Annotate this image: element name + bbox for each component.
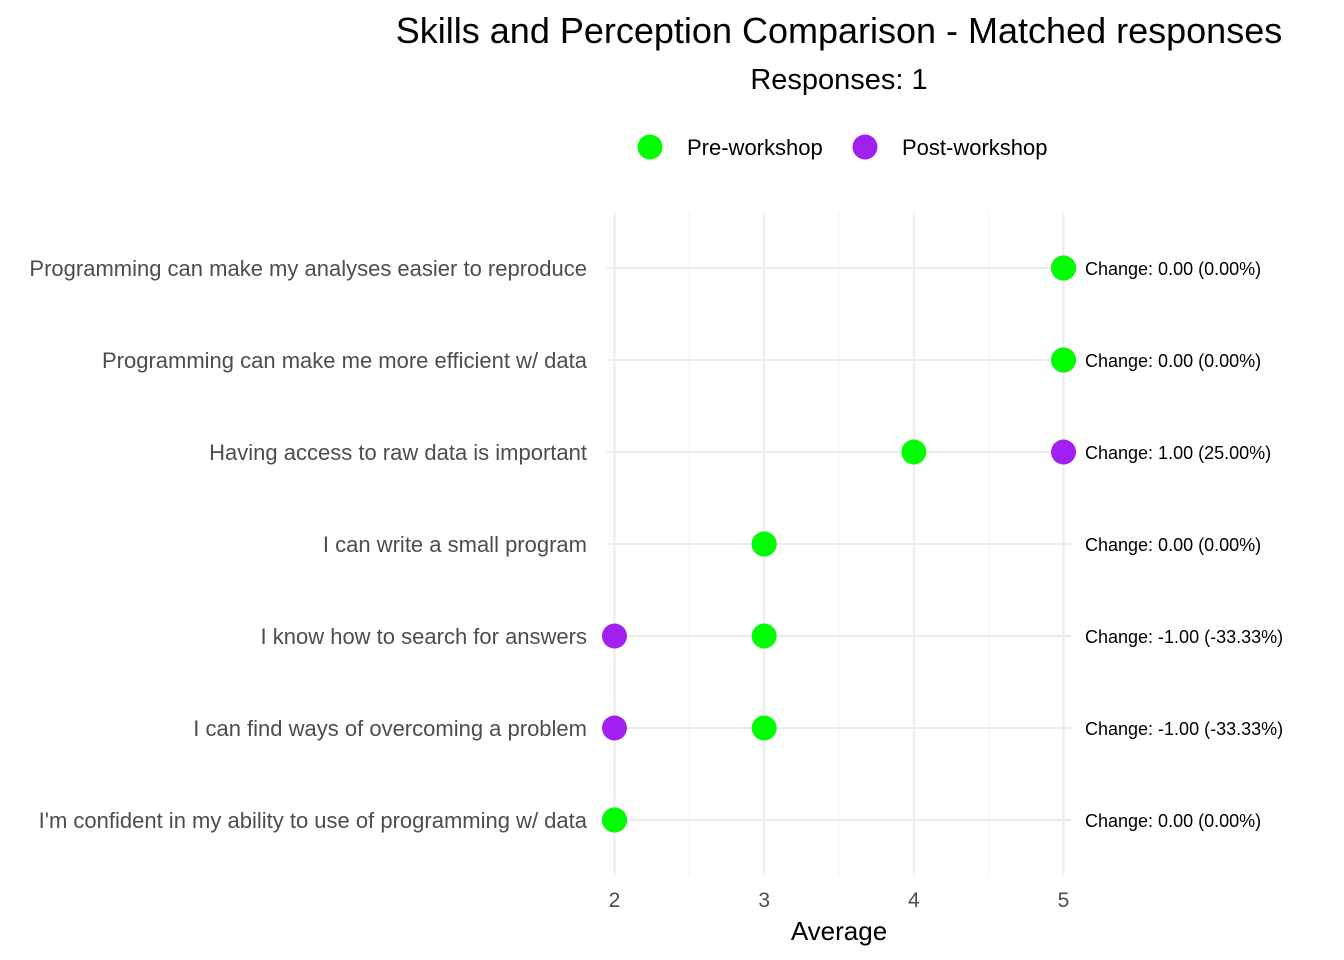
y-tick-label: Having access to raw data is important <box>209 440 587 465</box>
grid <box>607 213 1071 875</box>
chart-title: Skills and Perception Comparison - Match… <box>396 10 1282 51</box>
y-tick-label: I can write a small program <box>323 532 587 557</box>
x-axis-ticks: 2 3 4 5 <box>609 889 1070 912</box>
pre-workshop-point <box>901 439 927 465</box>
post-workshop-point <box>601 715 627 741</box>
post-workshop-point <box>601 623 627 649</box>
legend-label: Post-workshop <box>902 135 1048 160</box>
pre-workshop-point <box>1051 255 1077 281</box>
chart-subtitle: Responses: 1 <box>750 64 927 96</box>
y-tick-label: I can find ways of overcoming a problem <box>193 716 587 741</box>
x-tick-label: 3 <box>758 889 770 912</box>
change-label: Change: 0.00 (0.00%) <box>1085 811 1261 831</box>
pre-workshop-point <box>751 715 777 741</box>
y-tick-label: Programming can make me more efficient w… <box>102 348 588 373</box>
change-label: Change: -1.00 (-33.33%) <box>1085 719 1283 739</box>
data-points <box>601 255 1077 833</box>
post-workshop-point <box>1051 439 1077 465</box>
change-annotations: Change: 0.00 (0.00%) Change: 0.00 (0.00%)… <box>1085 259 1283 831</box>
legend: Pre-workshop Post-workshop <box>637 134 1048 160</box>
y-tick-label: I'm confident in my ability to use of pr… <box>39 808 588 833</box>
x-tick-label: 2 <box>609 889 621 912</box>
x-tick-label: 5 <box>1058 889 1070 912</box>
y-axis-labels: Programming can make my analyses easier … <box>29 256 587 833</box>
pre-workshop-point <box>751 623 777 649</box>
change-label: Change: -1.00 (-33.33%) <box>1085 627 1283 647</box>
change-label: Change: 0.00 (0.00%) <box>1085 535 1261 555</box>
pre-workshop-point <box>751 531 777 557</box>
legend-key <box>852 134 878 160</box>
y-tick-label: I know how to search for answers <box>261 624 587 649</box>
change-label: Change: 0.00 (0.00%) <box>1085 259 1261 279</box>
change-label: Change: 1.00 (25.00%) <box>1085 443 1271 463</box>
y-tick-label: Programming can make my analyses easier … <box>29 256 587 281</box>
legend-key <box>637 134 663 160</box>
pre-workshop-point <box>1051 347 1077 373</box>
change-label: Change: 0.00 (0.00%) <box>1085 351 1261 371</box>
pre-workshop-point <box>601 807 627 833</box>
legend-label: Pre-workshop <box>687 135 823 160</box>
x-tick-label: 4 <box>908 889 920 912</box>
x-axis-title: Average <box>791 916 887 946</box>
